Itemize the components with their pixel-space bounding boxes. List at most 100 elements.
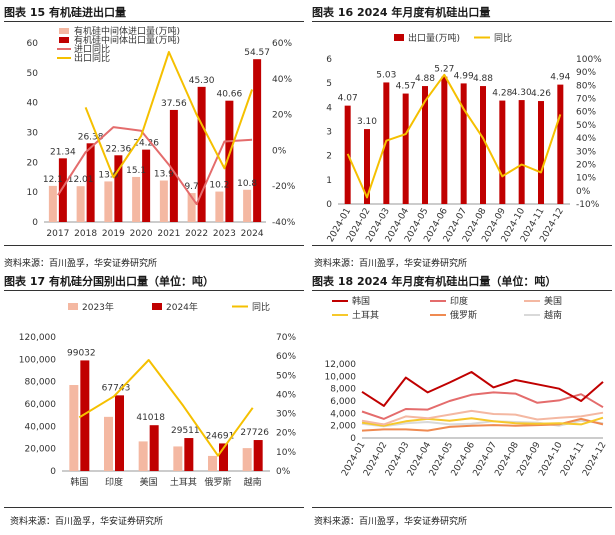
y-axis-tick-label: 5 (326, 79, 332, 89)
export-data-label: 22.36 (105, 144, 131, 154)
source-note-16: 资料来源：百川盈孚，华安证券研究所 (314, 259, 468, 269)
y-axis-tick-label: 2 (326, 152, 332, 162)
import-yoy-line (57, 126, 253, 206)
legend-label: 美国 (544, 295, 562, 307)
x-tick-label: 2017 (46, 229, 69, 239)
legend-label: 印度 (450, 295, 468, 307)
import-data-label: 13.6 (98, 170, 118, 180)
export-data-label: 54.57 (244, 48, 270, 58)
y2-axis-tick-label: 40% (272, 75, 292, 85)
import-bar (159, 180, 168, 222)
data-label: 4.30 (512, 88, 532, 98)
legend-swatch (152, 303, 162, 310)
y2-axis-tick-label: 40% (276, 390, 296, 400)
export-bar (169, 109, 178, 222)
import-data-label: 10.2 (209, 181, 229, 191)
title-rule (4, 290, 304, 291)
chart-title: 图表 18 2024 年月度有机硅出口量（单位：吨） (312, 275, 557, 288)
series-line (361, 391, 604, 420)
source-rule (312, 507, 612, 508)
data-label: 24691 (206, 431, 235, 441)
import-bar (215, 191, 224, 222)
y-axis-tick-label: 4,000 (330, 409, 356, 419)
bar-2024 (115, 395, 124, 471)
legend-label: 出口同比 (74, 52, 110, 64)
yoy-line (78, 359, 254, 457)
data-label: 27726 (240, 428, 269, 438)
data-label: 4.57 (396, 82, 416, 92)
y-axis-tick-label: 40 (27, 99, 39, 109)
legend-label: 2024年 (166, 301, 198, 313)
bar-2023 (208, 455, 217, 471)
chart-title: 图表 15 有机硅进出口量 (4, 6, 126, 19)
y-axis-tick-label: 6,000 (330, 397, 356, 407)
y-axis-tick-label: 120,000 (19, 333, 56, 343)
legend-label: 俄罗斯 (450, 309, 477, 321)
y2-axis-tick-label: -40% (272, 218, 296, 228)
title-rule (312, 290, 612, 291)
export-bar (499, 100, 506, 204)
data-label: 4.99 (454, 71, 474, 81)
y-axis-tick-label: 12,000 (325, 360, 357, 370)
series-line (361, 419, 604, 428)
export-bar (402, 93, 409, 204)
title-rule (312, 21, 612, 22)
y2-axis-tick-label: 60% (272, 39, 292, 49)
y-axis-tick-label: 6 (326, 55, 332, 65)
import-bar (187, 193, 196, 222)
legend-swatch (59, 37, 69, 43)
legend-label: 韩国 (352, 295, 370, 307)
import-bar (76, 186, 85, 222)
chart-title: 图表 17 有机硅分国别出口量（单位：吨） (4, 275, 214, 288)
y2-axis-tick-label: 100% (576, 55, 602, 65)
bar-2023 (69, 385, 79, 471)
y-axis-tick-label: 20,000 (25, 445, 57, 455)
export-bar (422, 86, 428, 204)
y-axis-tick-label: 0 (32, 218, 38, 228)
export-bar (142, 149, 151, 222)
y2-axis-tick-label: 30% (576, 147, 596, 157)
import-data-label: 10.8 (237, 179, 257, 189)
export-data-label: 24.26 (133, 139, 159, 149)
import-bar (243, 189, 252, 222)
y-axis-tick-label: 20 (27, 158, 39, 168)
source-rule (4, 245, 304, 246)
export-data-label: 21.34 (50, 147, 76, 157)
x-tick-label: 2020 (130, 229, 153, 239)
legend-label: 土耳其 (352, 309, 379, 321)
y-axis-tick-label: 50 (27, 69, 39, 79)
legend-label: 有机硅中间体进口量(万吨) (74, 25, 180, 37)
export-bar (480, 86, 486, 204)
x-tick-label: 越南 (244, 476, 262, 488)
import-data-label: 13.9 (154, 170, 174, 180)
export-yoy-line (84, 51, 254, 179)
source-note-15: 资料来源：百川盈孚，华安证券研究所 (4, 259, 158, 269)
y-axis-tick-label: 0 (350, 434, 356, 444)
y2-axis-tick-label: 90% (576, 68, 596, 78)
y-axis-tick-label: 10 (27, 188, 39, 198)
x-tick-label: 2021 (157, 229, 180, 239)
chart-panel-18: 图表 18 2024 年月度有机硅出口量（单位：吨） 0 2,000 4,000 6,… (312, 273, 612, 510)
export-bar (557, 84, 564, 204)
legend-swatch (68, 303, 78, 310)
y-axis-tick-label: 2,000 (330, 422, 356, 432)
bar-2024 (184, 438, 194, 471)
chart-17-svg: 0 20,000 40,000 60,000 80,000 100,000 120,000 0… (19, 301, 297, 488)
bar-2023 (242, 448, 252, 471)
x-tick-label: 2022 (185, 229, 208, 239)
export-bar (86, 143, 95, 222)
x-tick-label: 美国 (140, 476, 158, 488)
export-bar (538, 101, 544, 204)
chart-15-svg: 0 10 20 30 40 50 60 -40% -20% 0% 20% 40% 60% 2017 12.1… (27, 25, 296, 239)
y-axis-tick-label: 0 (326, 200, 332, 210)
y2-axis-tick-label: -10% (576, 200, 600, 210)
bar-2023 (104, 416, 113, 471)
y2-axis-tick-label: 0% (576, 187, 591, 197)
export-bar (364, 129, 370, 204)
data-label: 29511 (171, 426, 200, 436)
y2-axis-tick-label: 70% (576, 95, 596, 105)
export-bar (197, 86, 206, 222)
x-tick-label: 土耳其 (170, 476, 197, 488)
y2-axis-tick-label: 60% (276, 352, 296, 362)
source-rule (312, 245, 612, 246)
